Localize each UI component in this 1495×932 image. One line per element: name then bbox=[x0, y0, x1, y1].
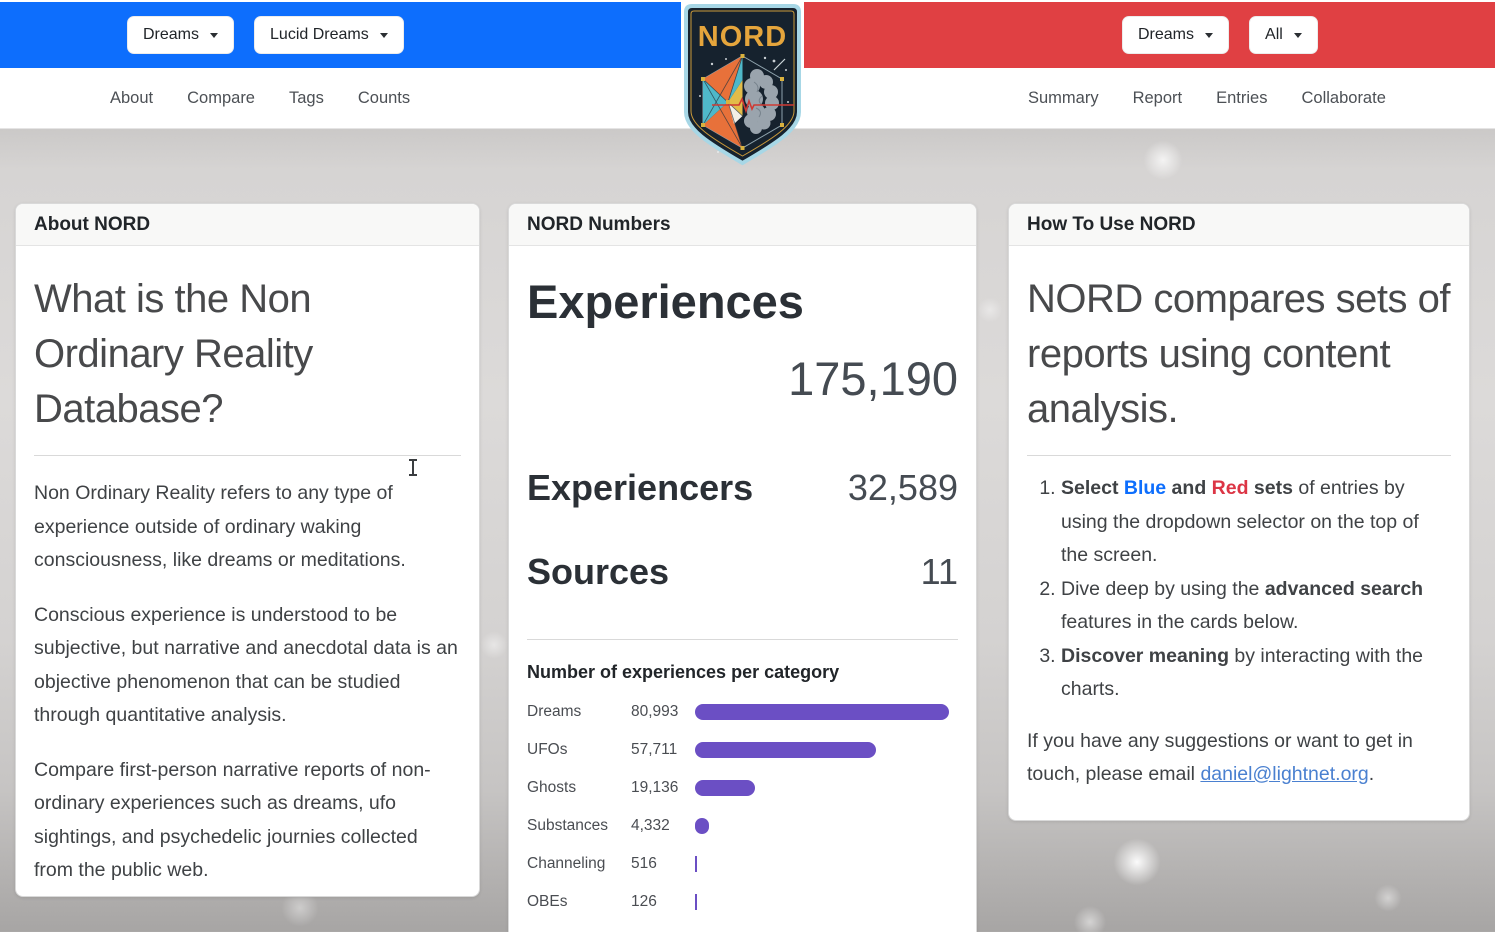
text-cursor bbox=[409, 459, 417, 476]
chart-row: Ghosts 19,136 bbox=[527, 769, 958, 807]
nav-link-entries[interactable]: Entries bbox=[1216, 88, 1268, 107]
contact-paragraph: If you have any suggestions or want to g… bbox=[1027, 729, 1413, 786]
howto-step: Dive deep by using the advanced search f… bbox=[1061, 573, 1451, 640]
about-paragraph-1: Non Ordinary Reality refers to any type … bbox=[34, 482, 406, 571]
chart-category-label: Substances bbox=[527, 817, 608, 835]
about-card-title: About NORD bbox=[16, 204, 479, 246]
howto-card-title: How To Use NORD bbox=[1009, 204, 1469, 246]
chart-value-label: 516 bbox=[631, 855, 657, 873]
red-set-subset-label: All bbox=[1265, 26, 1283, 43]
chart-row: OBEs 126 bbox=[527, 883, 958, 921]
nav-link-compare[interactable]: Compare bbox=[187, 88, 255, 107]
chart-value-label: 4,332 bbox=[631, 817, 670, 835]
chart-bar[interactable] bbox=[695, 704, 949, 721]
nav-link-summary[interactable]: Summary bbox=[1028, 88, 1099, 107]
chart-category-label: Dreams bbox=[527, 703, 582, 721]
divider bbox=[34, 455, 461, 456]
chevron-down-icon bbox=[1293, 32, 1302, 38]
chart-bar[interactable] bbox=[695, 818, 709, 835]
chart-row: Channeling 516 bbox=[527, 845, 958, 883]
about-paragraph-2: Conscious experience is understood to be… bbox=[34, 603, 458, 727]
right-nav: Summary Report Entries Collaborate bbox=[1028, 68, 1386, 128]
chart-value-label: 126 bbox=[631, 893, 657, 911]
about-heading: What is the Non Ordinary Reality Databas… bbox=[34, 277, 313, 431]
howto-heading: NORD compares sets of reports using cont… bbox=[1027, 277, 1450, 431]
nord-shield-icon: NORD bbox=[684, 4, 801, 166]
chevron-down-icon bbox=[210, 32, 219, 38]
numbers-card-title: NORD Numbers bbox=[509, 204, 976, 246]
chart-row: Dreams 80,993 bbox=[527, 693, 958, 731]
divider bbox=[1027, 455, 1451, 456]
numbers-card: NORD Numbers Experiences 175,190 Experie… bbox=[508, 203, 977, 932]
chart-category-label: Channeling bbox=[527, 855, 606, 873]
red-set-category-label: Dreams bbox=[1138, 26, 1195, 43]
chart-row: UFOs 57,711 bbox=[527, 731, 958, 769]
chart-value-label: 80,993 bbox=[631, 703, 679, 721]
nav-link-tags[interactable]: Tags bbox=[289, 88, 324, 107]
svg-text:NORD: NORD bbox=[698, 21, 787, 53]
howto-step: Select Blue and Red sets of entries by u… bbox=[1061, 472, 1451, 573]
chart-bar[interactable] bbox=[695, 780, 755, 797]
experiencers-stat-value: 32,589 bbox=[847, 467, 958, 509]
blue-set-subset-dropdown[interactable]: Lucid Dreams bbox=[254, 16, 404, 54]
email-link[interactable]: daniel@lightnet.org bbox=[1200, 763, 1369, 785]
chevron-down-icon bbox=[1205, 32, 1214, 38]
red-set-category-dropdown[interactable]: Dreams bbox=[1122, 16, 1230, 54]
howto-steps: Select Blue and Red sets of entries by u… bbox=[1027, 472, 1451, 707]
chart-title: Number of experiences per category bbox=[527, 662, 840, 683]
chart-row: Substances 4,332 bbox=[527, 807, 958, 845]
chart-category-label: UFOs bbox=[527, 741, 568, 759]
red-set-subset-dropdown[interactable]: All bbox=[1249, 16, 1318, 54]
nord-logo-badge[interactable]: NORD bbox=[682, 4, 803, 168]
chevron-down-icon bbox=[379, 32, 388, 38]
blue-set-category-dropdown[interactable]: Dreams bbox=[127, 16, 235, 54]
experiences-stat-value: 175,190 bbox=[788, 351, 958, 405]
category-bar-chart: Dreams 80,993 UFOs 57,711 Ghosts 19,136 Substa… bbox=[527, 693, 958, 921]
blue-set-bar: Dreams Lucid Dreams bbox=[0, 2, 681, 68]
experiencers-stat-label: Experiencers bbox=[527, 467, 754, 509]
chart-value-label: 19,136 bbox=[631, 779, 679, 797]
nav-link-collaborate[interactable]: Collaborate bbox=[1301, 88, 1386, 107]
about-card: About NORD What is the Non Ordinary Real… bbox=[15, 203, 480, 897]
divider bbox=[527, 639, 958, 641]
left-nav: About Compare Tags Counts bbox=[110, 68, 410, 128]
chart-bar[interactable] bbox=[695, 742, 876, 759]
sources-stat-value: 11 bbox=[920, 551, 958, 593]
about-paragraph-3: Compare first-person narrative reports o… bbox=[34, 758, 431, 882]
nav-link-report[interactable]: Report bbox=[1132, 88, 1183, 107]
nav-link-about[interactable]: About bbox=[110, 88, 154, 107]
howto-card: How To Use NORD NORD compares sets of re… bbox=[1008, 203, 1470, 821]
sources-stat-label: Sources bbox=[527, 551, 670, 593]
howto-step: Discover meaning by interacting with the… bbox=[1061, 640, 1451, 707]
blue-set-category-label: Dreams bbox=[143, 26, 200, 43]
chart-category-label: Ghosts bbox=[527, 779, 577, 797]
chart-category-label: OBEs bbox=[527, 893, 568, 911]
chart-bar[interactable] bbox=[695, 856, 697, 873]
chart-value-label: 57,711 bbox=[631, 741, 678, 759]
blue-set-subset-label: Lucid Dreams bbox=[270, 26, 369, 43]
red-set-bar: Dreams All bbox=[804, 2, 1495, 68]
nav-link-counts[interactable]: Counts bbox=[357, 88, 411, 107]
experiences-stat-label: Experiences bbox=[527, 275, 804, 328]
chart-bar[interactable] bbox=[695, 894, 697, 911]
